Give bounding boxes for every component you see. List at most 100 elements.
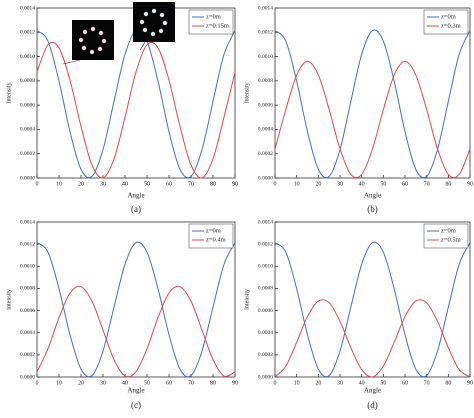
plot-frame <box>274 7 471 179</box>
y-tick-label: 0.0014 <box>258 5 273 11</box>
data-line <box>36 41 236 179</box>
x-axis-label: Angle <box>364 192 381 200</box>
y-tick-label: 0.0006 <box>20 102 35 108</box>
y-tick-label: 0.0004 <box>20 330 35 336</box>
x-tick-label: 10 <box>56 380 62 386</box>
x-tick-label: 30 <box>100 181 106 187</box>
legend-box <box>188 9 234 35</box>
legend-box <box>423 223 469 249</box>
data-line <box>274 29 471 179</box>
data-line <box>274 299 471 378</box>
x-tick-label: 20 <box>315 181 321 187</box>
y-tick-label: 0.0012 <box>258 241 273 247</box>
x-tick-label: 70 <box>424 380 430 386</box>
x-tick-label: 90 <box>467 380 473 386</box>
legend-label: z=0.3m <box>441 22 461 29</box>
y-tick-label: 0.0004 <box>258 330 273 336</box>
x-tick-label: 0 <box>274 181 277 187</box>
data-line <box>274 241 471 378</box>
y-tick-label: 0.0008 <box>20 78 35 84</box>
y-tick-label: 0.0006 <box>258 308 273 314</box>
y-tick-label: 0.0010 <box>20 264 35 270</box>
y-tick-label: 0.0000 <box>258 175 273 181</box>
x-tick-label: 80 <box>445 380 451 386</box>
y-tick-label: 0.0000 <box>258 374 273 380</box>
legend-label: z=0m <box>206 13 221 20</box>
x-tick-label: 50 <box>380 380 386 386</box>
x-tick-label: 80 <box>210 380 216 386</box>
y-tick-label: 0.0008 <box>20 286 35 292</box>
y-tick-label: 0.0008 <box>258 78 273 84</box>
x-tick-label: 70 <box>188 181 194 187</box>
legend-label: z=0m <box>206 227 221 234</box>
x-tick-label: 20 <box>78 181 84 187</box>
x-tick-label: 10 <box>294 380 300 386</box>
x-tick-label: 10 <box>294 181 300 187</box>
y-axis-label: Intensity <box>244 289 250 310</box>
y-tick-label: 0.0004 <box>20 127 35 133</box>
x-tick-label: 50 <box>144 181 150 187</box>
data-line <box>36 241 236 378</box>
x-tick-label: 0 <box>36 380 39 386</box>
x-tick-label: 20 <box>78 380 84 386</box>
y-tick-label: 0.0010 <box>258 264 273 270</box>
x-tick-label: 0 <box>36 181 39 187</box>
y-tick-label: 0.0006 <box>20 308 35 314</box>
y-tick-label: 0.0002 <box>20 151 35 157</box>
x-tick-label: 40 <box>122 181 128 187</box>
y-tick-label: 0.0006 <box>258 102 273 108</box>
y-tick-label: 0.0010 <box>20 54 35 60</box>
plot-frame <box>36 221 236 378</box>
x-tick-label: 60 <box>402 181 408 187</box>
y-tick-label: 0.0012 <box>20 241 35 247</box>
panel-label: (b) <box>367 204 378 214</box>
inset-spots <box>139 8 168 37</box>
panel-label: (d) <box>367 400 378 410</box>
y-axis-label: Intensity <box>6 289 12 310</box>
x-tick-label: 90 <box>232 181 238 187</box>
x-tick-label: 60 <box>166 181 172 187</box>
x-tick-label: 80 <box>210 181 216 187</box>
inset-spots <box>78 26 107 55</box>
x-tick-label: 50 <box>380 181 386 187</box>
y-tick-label: 0.0014 <box>20 5 35 11</box>
panel-label: (a) <box>131 204 141 214</box>
legend-label: z=0m <box>441 13 456 20</box>
x-tick-label: 40 <box>122 380 128 386</box>
x-axis-label: Angle <box>364 387 381 395</box>
data-line <box>36 285 236 378</box>
y-tick-label: 0.0002 <box>20 352 35 358</box>
inset-pointer <box>139 41 146 51</box>
y-tick-label: 0.0010 <box>258 54 273 60</box>
legend-box <box>188 223 234 249</box>
inset-pointer <box>62 59 81 65</box>
x-tick-label: 30 <box>100 380 106 386</box>
x-tick-label: 0 <box>274 380 277 386</box>
legend-label: z=0.15m <box>206 22 229 29</box>
y-tick-label: 0.0014 <box>258 219 273 225</box>
y-tick-label: 0.0002 <box>258 151 273 157</box>
inset-image <box>133 2 175 42</box>
inset-image <box>72 20 114 60</box>
x-tick-label: 10 <box>56 181 62 187</box>
x-tick-label: 50 <box>144 380 150 386</box>
legend-label: z=0m <box>441 227 456 234</box>
y-tick-label: 0.0000 <box>20 374 35 380</box>
x-tick-label: 80 <box>445 181 451 187</box>
x-tick-label: 40 <box>359 380 365 386</box>
x-tick-label: 30 <box>337 181 343 187</box>
y-tick-label: 0.0014 <box>20 219 35 225</box>
y-axis-label: Intensity <box>6 83 12 104</box>
x-tick-label: 70 <box>424 181 430 187</box>
y-tick-label: 0.0002 <box>258 352 273 358</box>
panel-label: (c) <box>131 400 141 410</box>
data-line <box>274 60 471 179</box>
beam-insets <box>62 2 175 65</box>
legend-label: z=0.4m <box>206 236 226 243</box>
y-tick-label: 0.0012 <box>20 30 35 36</box>
x-tick-label: 90 <box>467 181 473 187</box>
legend-box <box>423 9 469 35</box>
x-tick-label: 60 <box>166 380 172 386</box>
x-axis-label: Angle <box>127 387 144 395</box>
x-tick-label: 90 <box>232 380 238 386</box>
